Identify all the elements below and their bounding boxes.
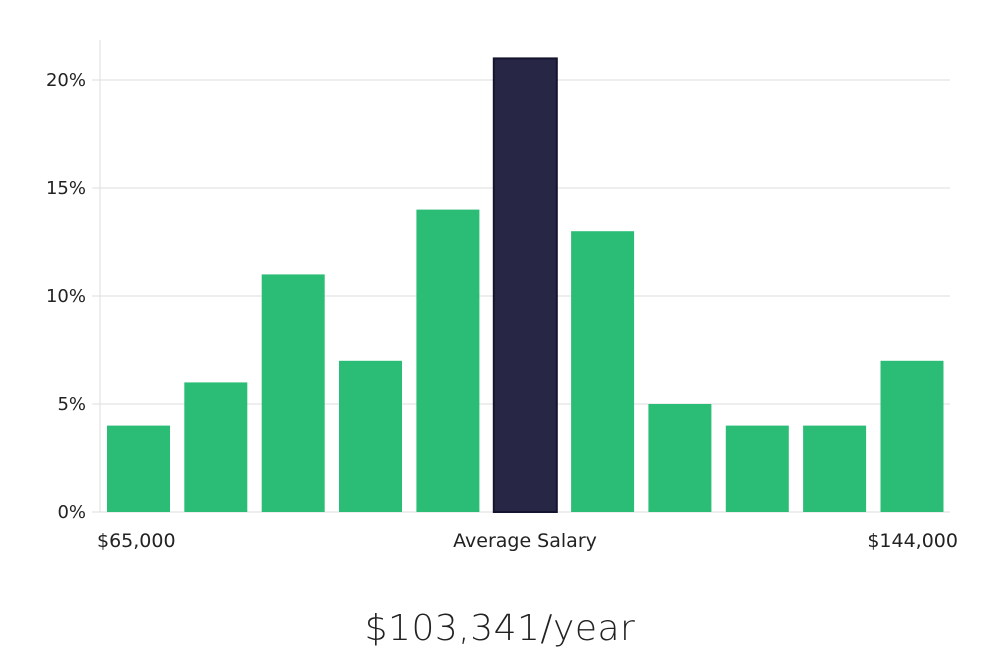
y-tick-label: 0% (57, 502, 86, 523)
y-tick-label: 10% (46, 286, 86, 307)
bar (416, 209, 480, 512)
x-max-label: $144,000 (867, 530, 958, 552)
bar (571, 231, 635, 512)
bar (803, 425, 867, 512)
bar-highlight-average (492, 57, 558, 514)
bar (339, 360, 402, 512)
salary-histogram: 0% 5% 10% 15% 20% $65,000 Average Salary $14… (46, 40, 958, 552)
x-min-label: $65,000 (97, 530, 176, 552)
bar (107, 425, 170, 512)
bars (107, 57, 944, 514)
y-tick-label: 15% (46, 178, 86, 199)
average-salary-value: $103,341/year (364, 608, 636, 649)
bar (648, 404, 712, 512)
bar (880, 360, 944, 512)
bar (261, 274, 325, 512)
x-axis-labels: $65,000 Average Salary $144,000 (97, 530, 958, 552)
bar (184, 382, 248, 512)
y-axis-ticks: 0% 5% 10% 15% 20% (46, 70, 86, 523)
y-tick-label: 5% (57, 394, 86, 415)
y-tick-label: 20% (46, 70, 86, 91)
bar (725, 425, 789, 512)
x-axis-title: Average Salary (453, 530, 597, 552)
